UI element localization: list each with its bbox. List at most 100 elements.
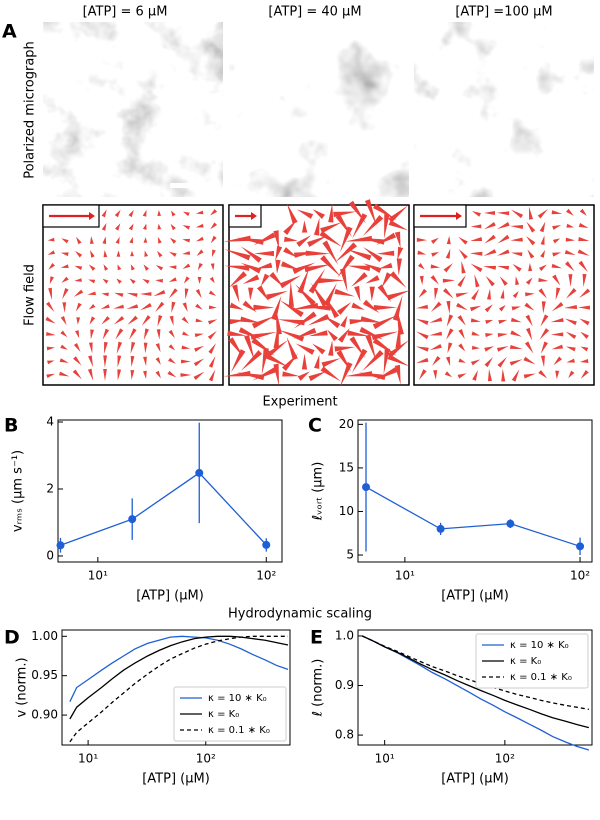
- flow-arrow: [250, 331, 277, 340]
- flow-arrow: [88, 264, 96, 271]
- flow-arrow: [351, 302, 365, 310]
- flow-arrow: [155, 301, 165, 313]
- flow-arrow: [434, 287, 439, 300]
- x-tick-label: 10²: [256, 569, 276, 583]
- flow-arrow: [157, 315, 163, 327]
- flow-arrow: [419, 275, 424, 285]
- flow-arrow: [553, 356, 563, 366]
- flow-arrow: [458, 343, 466, 352]
- flow-arrow: [564, 261, 575, 272]
- flow-arrow: [60, 264, 69, 269]
- flow-arrow: [347, 265, 371, 272]
- flow-arrow: [195, 223, 204, 228]
- flow-arrow: [155, 343, 161, 353]
- flow-arrow: [363, 247, 383, 263]
- flow-arrow: [565, 331, 577, 340]
- flow-arrow: [416, 237, 428, 242]
- flow-arrow: [416, 304, 429, 309]
- flow-arrow: [528, 262, 533, 272]
- flow-arrow: [579, 208, 587, 216]
- flow-arrow: [155, 279, 164, 283]
- flow-arrow: [126, 304, 139, 309]
- flow-arrow: [483, 249, 497, 257]
- y-tick-label: 0.9: [335, 678, 354, 692]
- flow-arrow: [308, 268, 326, 294]
- flow-arrow: [578, 237, 590, 241]
- flow-arrow: [510, 237, 523, 242]
- flow-arrow: [46, 373, 56, 379]
- flow-arrow: [101, 316, 110, 325]
- flow-arrow: [326, 298, 340, 319]
- flow-arrow: [538, 369, 548, 379]
- flow-arrow: [352, 213, 368, 239]
- y-tick-label: 10: [339, 504, 354, 518]
- flow-arrow: [103, 264, 109, 271]
- flow-arrow: [90, 236, 94, 245]
- x-axis-label: [ATP] (μM): [136, 589, 204, 604]
- micrograph: [43, 22, 223, 197]
- flow-arrow: [497, 222, 510, 230]
- flow-arrow: [283, 219, 297, 235]
- flow-arrow: [469, 251, 483, 256]
- flow-arrow: [292, 262, 316, 274]
- row-label: Polarized micrograph: [23, 41, 38, 179]
- flow-arrow: [169, 315, 174, 326]
- flow-arrow: [497, 249, 510, 256]
- flow-arrow: [484, 234, 496, 244]
- legend-label: κ = K₀: [208, 709, 239, 720]
- flow-arrow: [244, 334, 255, 361]
- data-point: [362, 483, 371, 492]
- flow-arrow: [170, 210, 176, 217]
- flow-arrow: [552, 225, 562, 230]
- flow-arrow: [455, 292, 469, 298]
- flow-arrow: [60, 316, 67, 326]
- x-axis-label: [ATP] (μM): [441, 589, 509, 604]
- y-axis-label: ℓ (norm.): [311, 659, 326, 718]
- flow-arrow: [396, 307, 404, 335]
- flow-arrow: [433, 370, 438, 380]
- flow-arrow: [196, 249, 204, 257]
- flow-arrow: [568, 274, 573, 287]
- flow-arrow: [555, 370, 560, 380]
- flow-arrow: [75, 330, 80, 339]
- flow-arrow: [104, 341, 108, 354]
- flow-arrow: [279, 300, 304, 318]
- flow-arrow: [540, 341, 548, 354]
- flow-arrow: [510, 225, 524, 230]
- flow-arrow: [523, 373, 536, 379]
- flow-arrow: [62, 288, 69, 300]
- flow-arrow: [293, 311, 317, 329]
- flow-arrow: [59, 358, 69, 363]
- flow-arrow: [578, 223, 589, 229]
- legend-label: κ = 0.1 ∗ K₀: [510, 672, 572, 683]
- flow-arrow: [195, 236, 204, 242]
- flow-arrow: [116, 341, 123, 354]
- flow-arrow: [260, 273, 270, 287]
- flow-arrow: [60, 252, 69, 257]
- flow-arrow: [116, 278, 122, 284]
- flow-arrow: [182, 263, 191, 269]
- flow-arrow: [301, 353, 308, 370]
- flow-arrow: [208, 369, 216, 382]
- flow-arrow: [195, 303, 203, 310]
- flow-arrow: [102, 278, 109, 284]
- section-title: Experiment: [262, 395, 337, 410]
- flow-arrow: [527, 249, 535, 259]
- reference-arrow-head: [456, 212, 462, 220]
- flow-arrow: [130, 264, 135, 271]
- flow-arrow: [564, 250, 576, 256]
- flow-arrow: [416, 357, 429, 364]
- flow-arrow: [60, 344, 68, 350]
- flow-arrow: [432, 355, 441, 366]
- flow-arrow: [334, 288, 355, 297]
- flow-arrow: [194, 333, 204, 338]
- flow-arrow: [483, 265, 497, 270]
- flow-arrow: [395, 320, 401, 349]
- flow-arrow: [157, 223, 162, 230]
- flow-arrow: [143, 328, 149, 341]
- flow-arrow: [419, 369, 427, 380]
- flow-arrow: [128, 209, 134, 218]
- flow-arrow: [183, 211, 190, 217]
- flow-arrow: [210, 222, 218, 230]
- flow-arrow: [143, 342, 148, 354]
